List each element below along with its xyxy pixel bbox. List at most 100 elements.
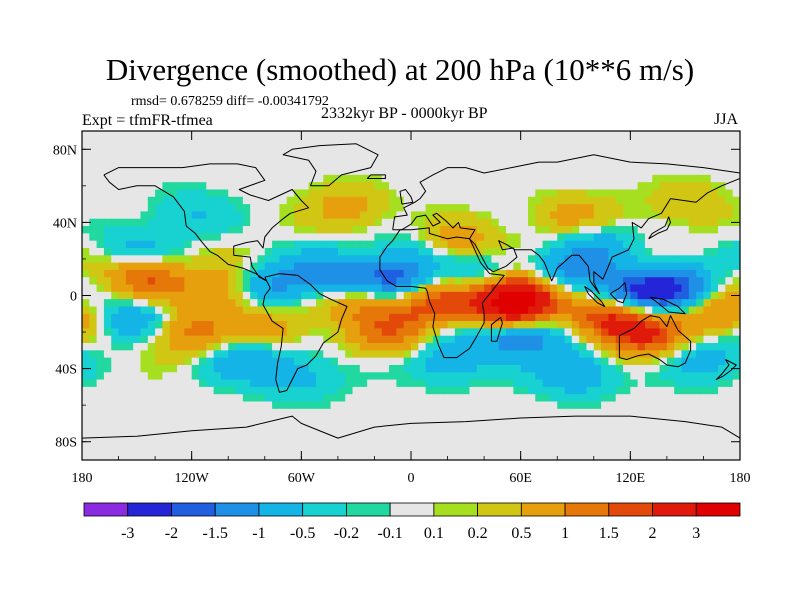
field-cell-3295 xyxy=(484,394,493,403)
field-cell-275 xyxy=(118,152,127,161)
field-cell-1762 xyxy=(462,269,471,278)
field-cell-1955 xyxy=(557,284,566,293)
field-cell-1103 xyxy=(250,218,259,227)
field-cell-3310 xyxy=(593,394,602,403)
field-cell-1141 xyxy=(527,218,536,227)
field-cell-2104 xyxy=(330,299,339,308)
field-cell-2555 xyxy=(337,335,346,344)
field-cell-2682 xyxy=(608,343,617,351)
field-cell-2341 xyxy=(89,321,98,329)
field-cell-2412 xyxy=(608,321,617,329)
field-cell-2983 xyxy=(177,372,185,381)
field-cell-3019 xyxy=(440,372,449,381)
field-cell-3248 xyxy=(140,394,149,403)
field-cell-2068 xyxy=(725,291,734,300)
field-cell-2396 xyxy=(491,321,500,329)
field-cell-3054 xyxy=(696,372,705,381)
field-cell-3325 xyxy=(703,394,712,403)
field-cell-3691 xyxy=(89,430,98,439)
field-cell-2826 xyxy=(345,357,354,366)
field-cell-420 xyxy=(520,160,529,169)
field-cell-1266 xyxy=(125,233,134,242)
field-cell-48 xyxy=(432,131,441,139)
field-cell-2602 xyxy=(681,335,690,344)
field-cell-1316 xyxy=(491,233,500,242)
field-cell-2764 xyxy=(549,350,558,359)
field-cell-22 xyxy=(242,131,251,139)
field-cell-1933 xyxy=(396,284,405,293)
field-cell-767 xyxy=(425,189,434,198)
field-cell-149 xyxy=(513,138,522,147)
field-cell-556 xyxy=(198,174,207,183)
field-cell-1188 xyxy=(213,226,222,234)
field-cell-3832 xyxy=(462,438,471,446)
field-cell-2234 xyxy=(623,306,631,315)
field-cell-1240 xyxy=(593,226,602,234)
field-cell-311 xyxy=(381,152,390,161)
field-cell-2130 xyxy=(520,299,529,308)
field-cell-3399 xyxy=(586,401,595,410)
field-cell-3478 xyxy=(506,408,514,417)
field-cell-2463 xyxy=(323,328,332,337)
field-cell-2893 xyxy=(177,364,185,373)
field-cell-913 xyxy=(177,204,185,213)
field-cell-1985 xyxy=(118,291,127,300)
field-cell-2348 xyxy=(140,321,149,329)
field-cell-3494 xyxy=(623,408,631,417)
field-cell-301 xyxy=(308,152,317,161)
field-cell-3041 xyxy=(601,372,609,381)
field-cell-1575 xyxy=(411,255,419,264)
field-cell-3548 xyxy=(359,416,368,425)
coastline-new-zealand xyxy=(715,359,737,381)
field-cell-1501 xyxy=(527,247,536,256)
field-cell-1184 xyxy=(184,226,193,234)
field-cell-1688 xyxy=(579,262,588,271)
field-cell-558 xyxy=(213,174,222,183)
field-cell-1697 xyxy=(644,262,653,271)
field-cell-555 xyxy=(191,174,200,183)
field-cell-2233 xyxy=(615,306,624,315)
field-cell-2090 xyxy=(228,299,237,308)
field-cell-139 xyxy=(440,138,449,147)
field-cell-3868 xyxy=(725,438,734,446)
field-cell-3103 xyxy=(396,379,405,388)
field-cell-1483 xyxy=(396,247,405,256)
field-cell-1424 xyxy=(623,240,631,249)
field-cell-1631 xyxy=(162,262,171,271)
field-cell-2228 xyxy=(579,306,588,315)
field-cell-168 xyxy=(652,138,661,147)
field-cell-516 xyxy=(564,167,573,176)
field-cell-134 xyxy=(403,138,412,147)
field-cell-1891 xyxy=(89,284,98,293)
field-cell-3987 xyxy=(279,452,288,460)
field-cell-2692 xyxy=(681,343,690,351)
field-cell-1182 xyxy=(169,226,178,234)
field-cell-391 xyxy=(308,160,317,169)
field-cell-2329 xyxy=(659,313,668,322)
field-cell-1032 xyxy=(389,211,397,220)
field-cell-369 xyxy=(147,160,156,169)
field-cell-258 xyxy=(652,145,661,154)
field-cell-1484 xyxy=(403,247,412,256)
field-cell-3758 xyxy=(579,430,588,439)
field-cell-52 xyxy=(462,131,471,139)
field-cell-3437 xyxy=(206,408,215,417)
field-cell-287 xyxy=(206,152,215,161)
field-cell-2063 xyxy=(688,291,697,300)
field-cell-3066 xyxy=(125,379,134,388)
field-cell-3821 xyxy=(381,438,390,446)
field-cell-1180 xyxy=(155,226,164,234)
field-cell-845 xyxy=(337,196,346,205)
field-cell-1467 xyxy=(279,247,288,256)
field-cell-1564 xyxy=(330,255,339,264)
field-cell-1967 xyxy=(644,284,653,293)
field-cell-3158 xyxy=(140,386,149,395)
field-cell-74 xyxy=(623,131,631,139)
field-cell-3449 xyxy=(294,408,302,417)
field-cell-3013 xyxy=(396,372,405,381)
field-cell-2734 xyxy=(330,350,339,359)
field-cell-1001 xyxy=(162,211,171,220)
field-cell-1936 xyxy=(418,284,427,293)
field-cell-2347 xyxy=(133,321,142,329)
